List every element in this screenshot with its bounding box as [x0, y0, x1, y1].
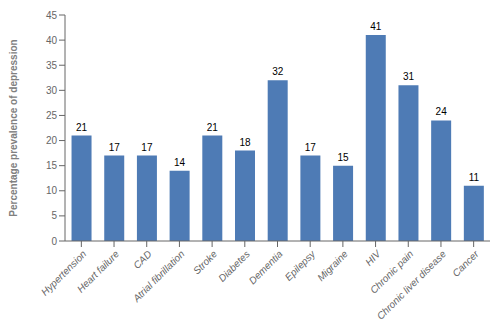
- svg-text:Atrial fibrillation: Atrial fibrillation: [130, 248, 187, 305]
- svg-text:11: 11: [469, 172, 480, 183]
- svg-text:Hypertension: Hypertension: [39, 248, 89, 298]
- svg-text:5: 5: [51, 210, 57, 221]
- svg-text:0: 0: [51, 236, 57, 247]
- svg-text:35: 35: [46, 60, 58, 71]
- svg-text:20: 20: [46, 135, 58, 146]
- svg-text:Cancer: Cancer: [450, 248, 481, 279]
- svg-text:Chronic pain: Chronic pain: [367, 248, 416, 296]
- svg-text:Percentage prevalence of depre: Percentage prevalence of depression: [8, 39, 19, 216]
- svg-text:Epilepsy: Epilepsy: [283, 248, 318, 283]
- svg-text:Migraine: Migraine: [315, 248, 350, 283]
- svg-text:41: 41: [370, 21, 382, 32]
- svg-text:17: 17: [109, 142, 121, 153]
- svg-text:14: 14: [174, 157, 186, 168]
- svg-text:18: 18: [239, 137, 251, 148]
- svg-text:Heart failure: Heart failure: [75, 248, 122, 295]
- svg-text:17: 17: [305, 142, 317, 153]
- svg-text:15: 15: [338, 152, 350, 163]
- svg-text:Diabetes: Diabetes: [216, 248, 252, 284]
- svg-text:10: 10: [46, 185, 58, 196]
- svg-text:32: 32: [272, 66, 284, 77]
- svg-text:21: 21: [76, 122, 88, 133]
- svg-text:Chronic liver disease: Chronic liver disease: [375, 248, 449, 322]
- svg-text:CAD: CAD: [131, 248, 154, 271]
- svg-text:15: 15: [46, 160, 58, 171]
- svg-text:40: 40: [46, 35, 58, 46]
- svg-text:45: 45: [46, 10, 58, 21]
- svg-text:Stroke: Stroke: [191, 248, 220, 277]
- svg-text:HIV: HIV: [363, 247, 384, 268]
- svg-text:17: 17: [141, 142, 153, 153]
- svg-text:24: 24: [436, 106, 448, 117]
- svg-text:21: 21: [207, 122, 219, 133]
- svg-text:Dementia: Dementia: [247, 248, 285, 286]
- svg-text:25: 25: [46, 110, 58, 121]
- svg-text:30: 30: [46, 85, 58, 96]
- svg-text:31: 31: [403, 71, 415, 82]
